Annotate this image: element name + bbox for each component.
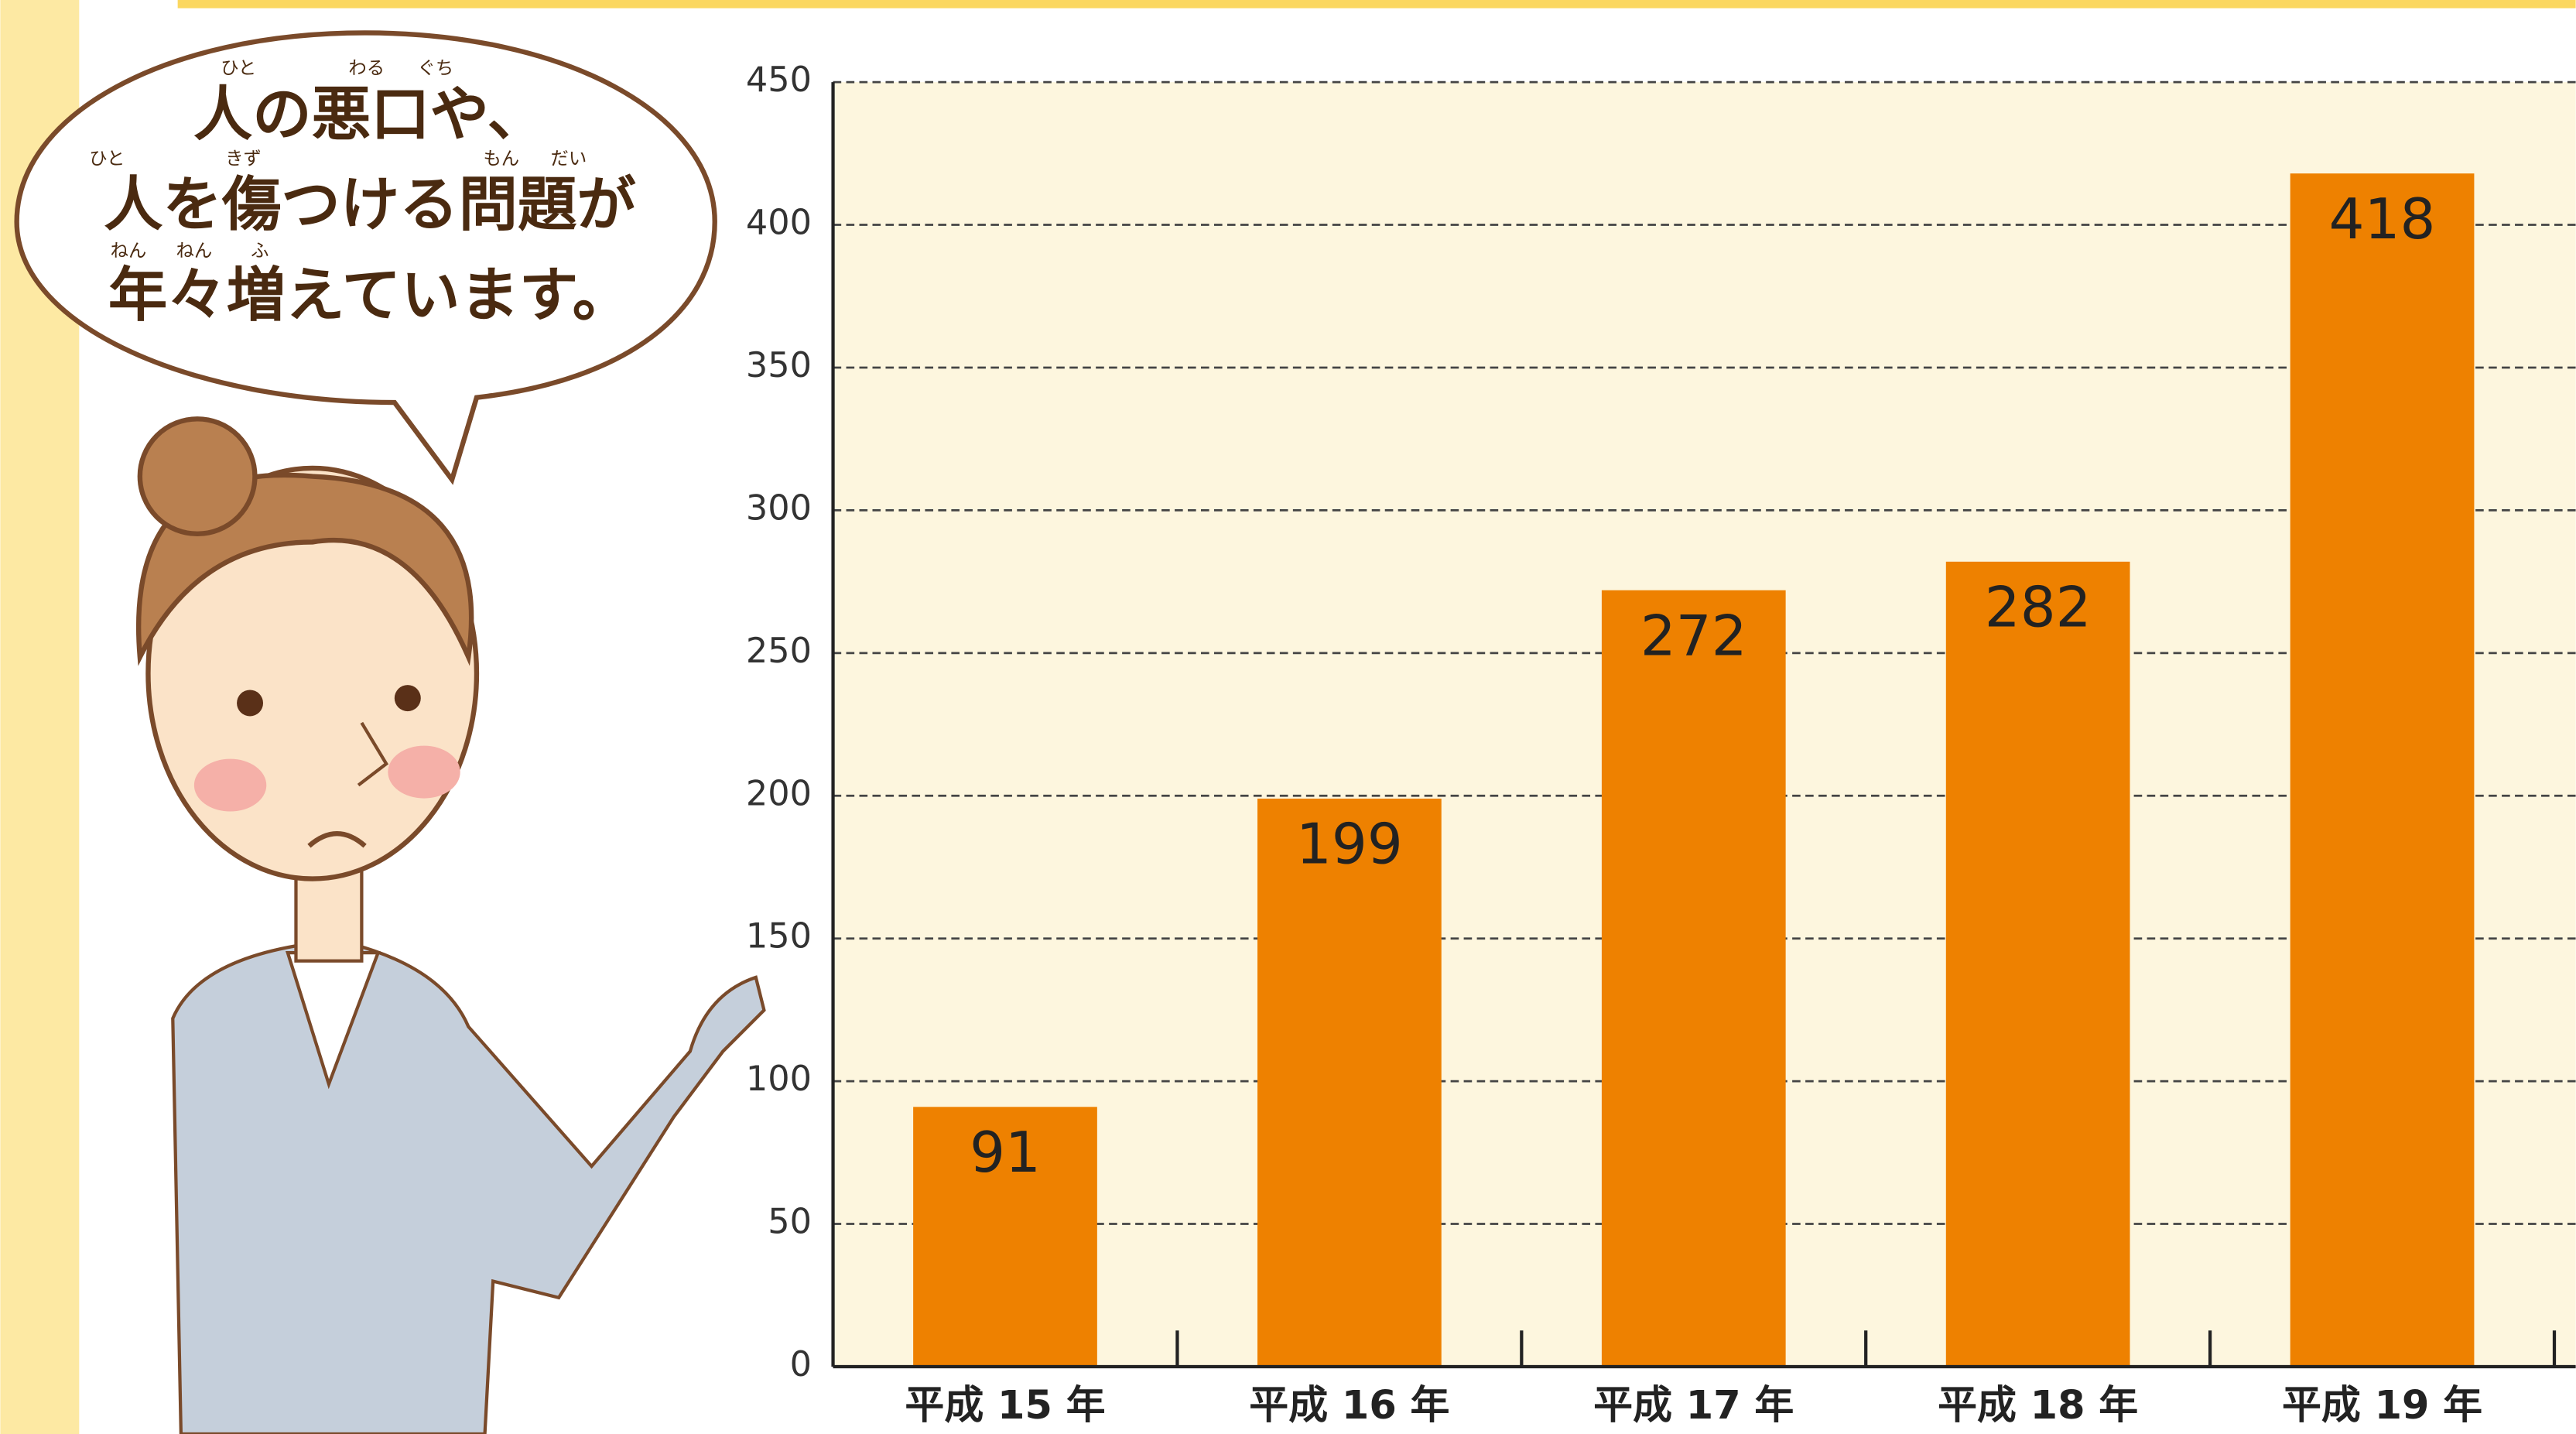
ruby: ねん [111, 239, 147, 261]
bubble-line: 人を傷つける問題が [104, 171, 636, 240]
value-label: 91 [970, 1121, 1041, 1186]
y-tick-label: 200 [746, 773, 812, 813]
value-label: 272 [1640, 604, 1747, 669]
bar [913, 1107, 1097, 1367]
ruby: ひと [89, 147, 125, 169]
y-tick-label: 50 [768, 1202, 812, 1242]
x-tick-label: 平成 18 年 [1938, 1383, 2138, 1429]
y-tick-label: 400 [746, 203, 812, 243]
y-tick-label: 250 [746, 631, 812, 671]
y-tick-label: 0 [790, 1344, 812, 1384]
bar [2290, 173, 2475, 1367]
speech-bubble [14, 30, 717, 485]
y-tick-label: 350 [746, 345, 812, 385]
y-tick-label: 150 [746, 916, 812, 957]
x-tick-label: 平成 16 年 [1249, 1383, 1449, 1429]
x-tick-label: 平成 19 年 [2282, 1383, 2482, 1429]
ruby: きず [225, 147, 262, 169]
x-tick-label: 平成 17 年 [1593, 1383, 1794, 1429]
ruby: わる [348, 57, 385, 79]
bar [1257, 798, 1442, 1367]
value-label: 418 [2329, 187, 2436, 252]
ruby: ねん [176, 239, 213, 261]
ruby: ぐち [418, 57, 454, 79]
top-stripe [177, 0, 2576, 9]
value-label: 282 [1985, 575, 2092, 640]
ruby: ひと [221, 57, 256, 79]
ruby: だい [550, 147, 587, 169]
ruby: もん [483, 147, 519, 169]
bubble-line: 年々増えています。 [108, 261, 631, 330]
bubble-line: 人の悪口や、 [193, 80, 546, 149]
illustration [135, 416, 766, 1434]
value-label: 199 [1296, 813, 1403, 878]
x-tick-label: 平成 15 年 [905, 1383, 1105, 1429]
y-tick-label: 450 [746, 60, 812, 100]
y-tick-label: 100 [746, 1059, 812, 1099]
ruby: ふ [251, 239, 269, 261]
y-tick-label: 300 [746, 488, 812, 528]
bar [1945, 561, 2130, 1367]
bar [1601, 590, 1786, 1367]
